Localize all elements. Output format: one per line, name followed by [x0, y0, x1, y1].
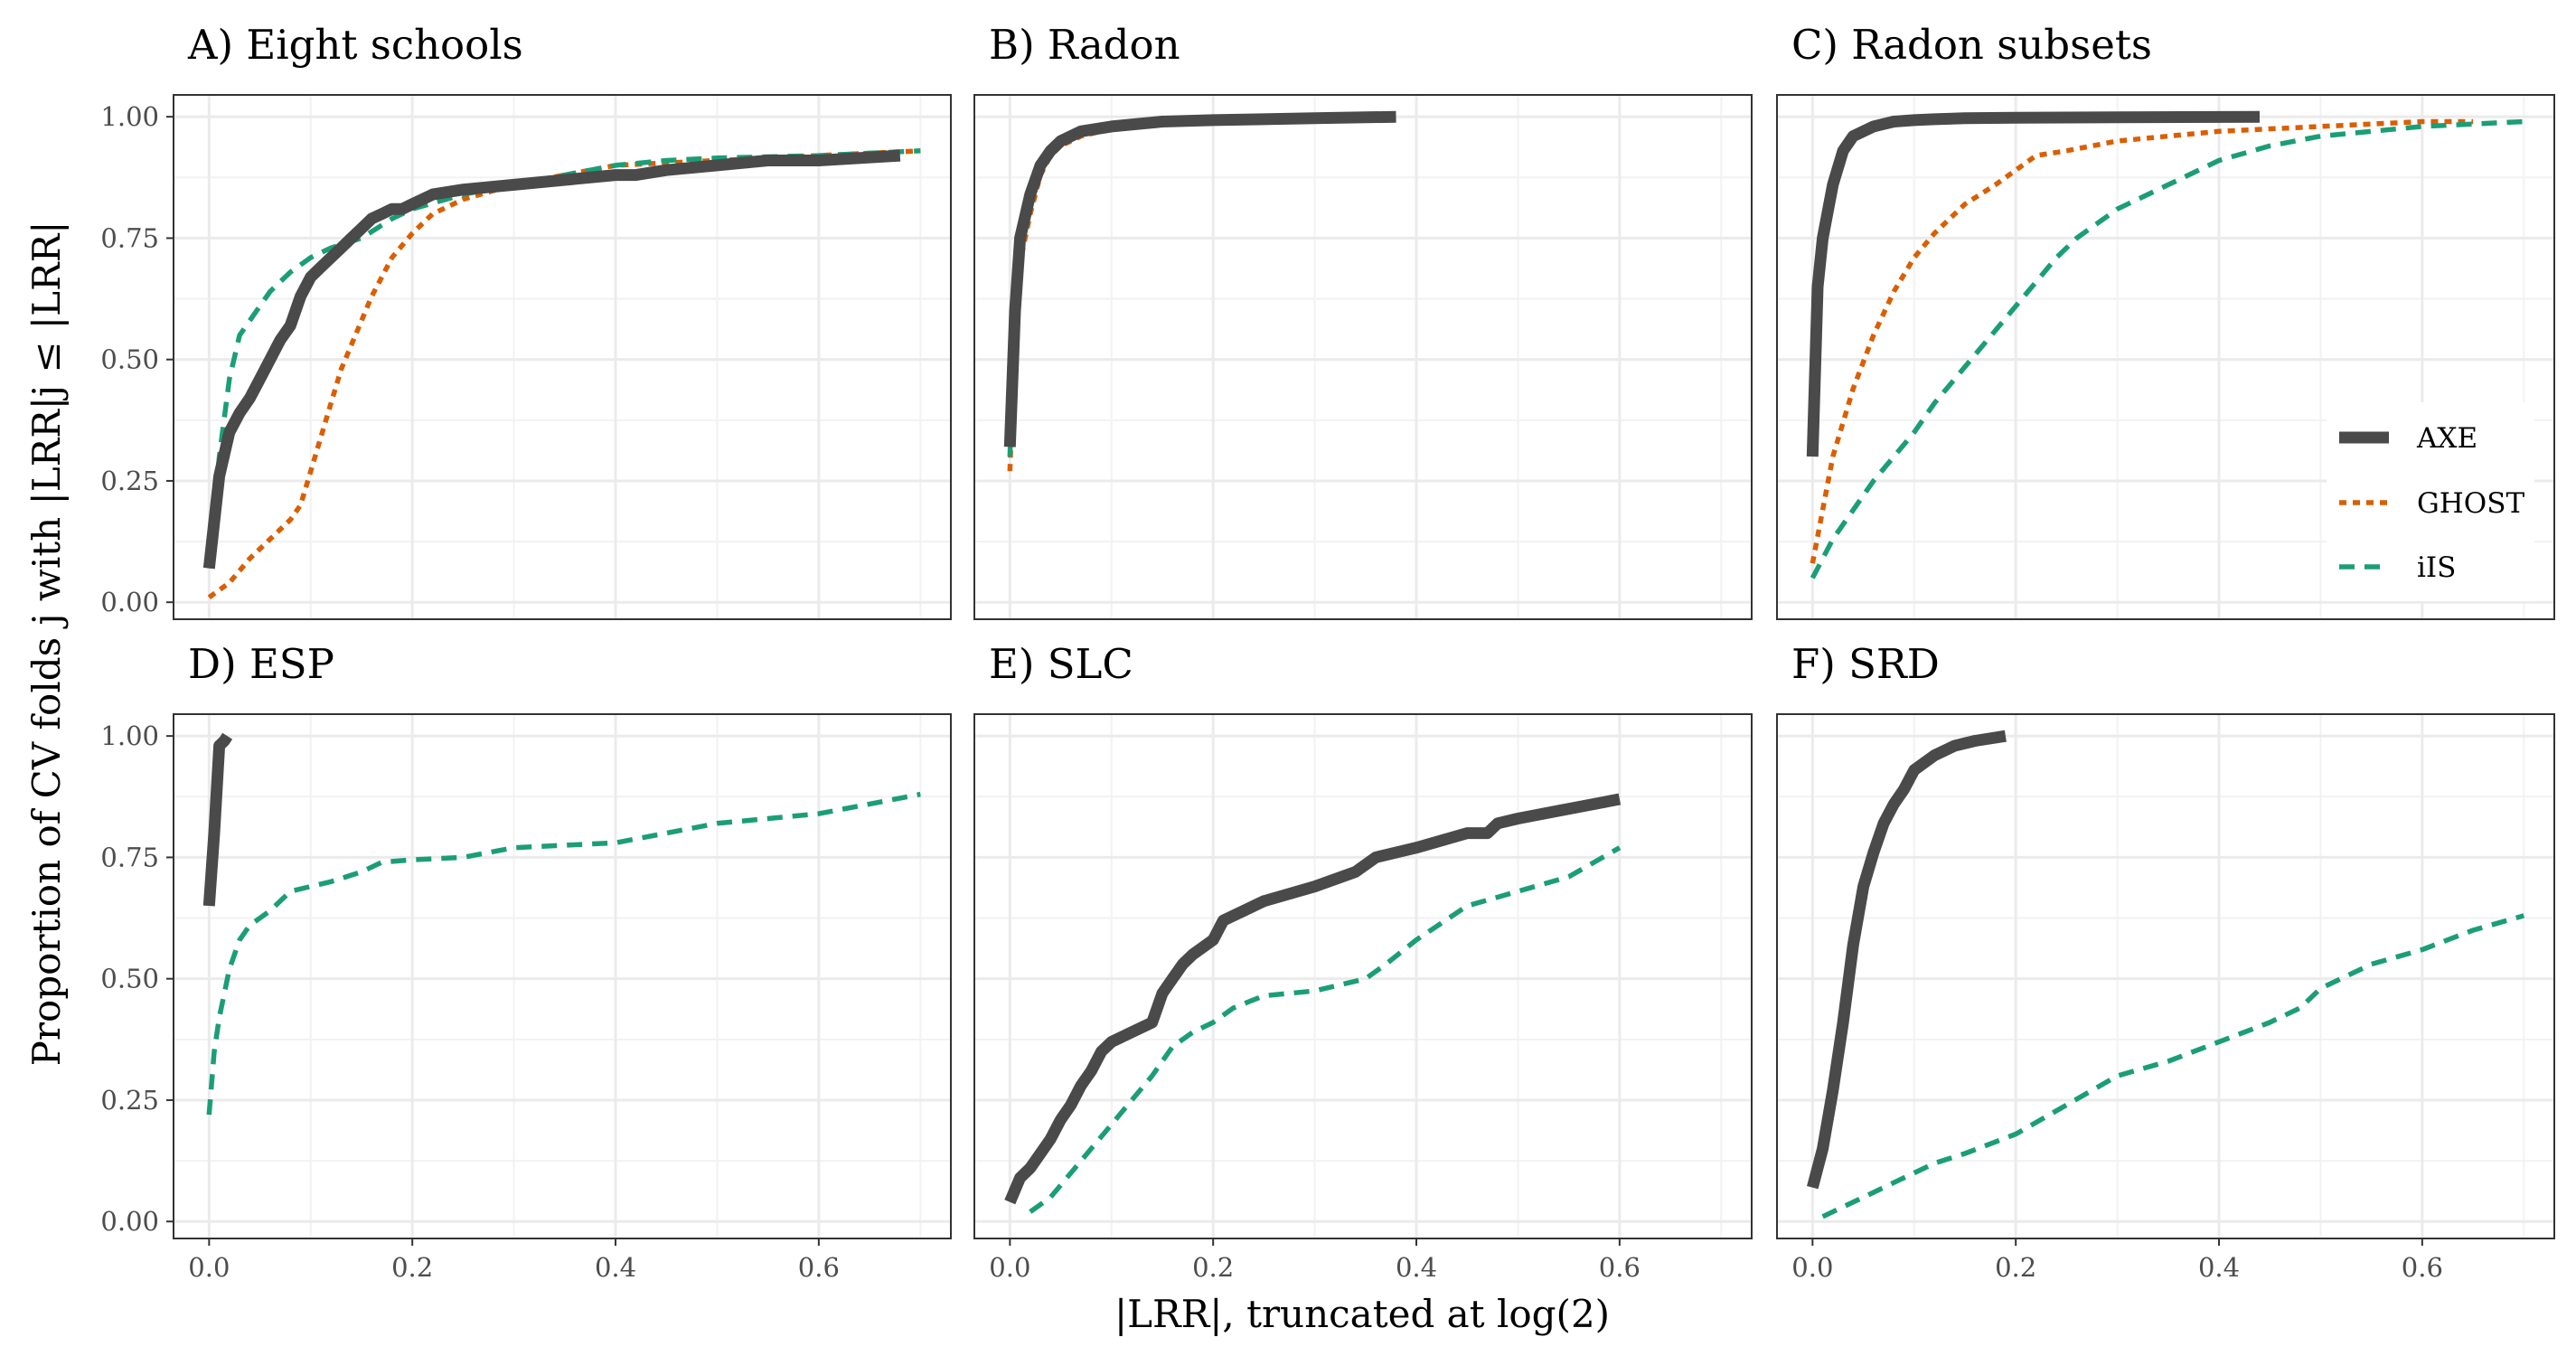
- series-line-iis: [1029, 845, 1622, 1214]
- panel-6: F) SRD 0.0 0.2 0.4 0.6: [1776, 640, 2555, 1283]
- panel-border: [973, 94, 1753, 620]
- panel-border: [1776, 713, 2555, 1239]
- y-tick-label: 0.50: [100, 964, 159, 994]
- x-tick-label: 0.2: [391, 1252, 433, 1283]
- y-tick-label: 0.75: [100, 222, 159, 253]
- legend-label-axe: AXE: [2416, 422, 2477, 455]
- y-tick-label: 0.50: [100, 344, 159, 375]
- panel-border: [173, 713, 952, 1239]
- panel-background: [974, 714, 1752, 1238]
- y-tick-label: 0.00: [100, 587, 159, 617]
- panel-border: [1776, 94, 2555, 620]
- panel-border: [173, 94, 952, 620]
- panel-title: E) SLC: [989, 640, 1133, 688]
- series-line-axe: [202, 732, 233, 907]
- panel-title: B) Radon: [989, 21, 1180, 69]
- y-tick-label: 0.25: [100, 1085, 159, 1116]
- x-tick-label: 0.4: [595, 1252, 636, 1283]
- x-tick-label: 0.0: [188, 1252, 230, 1283]
- panel-background: [1777, 714, 2554, 1238]
- series-line-iis: [1810, 118, 2524, 579]
- series-line-iis: [1821, 913, 2525, 1219]
- series-line-axe: [1003, 110, 1396, 447]
- y-tick-label: 0.25: [100, 466, 159, 496]
- panel-1: A) Eight schools 0.00 0.25 0.50 0.75 1.00: [100, 21, 952, 620]
- y-tick-label: 0.75: [100, 842, 159, 872]
- panel-background: [974, 95, 1752, 619]
- x-tick-label: 0.4: [1396, 1252, 1437, 1283]
- series-line-iis: [206, 148, 921, 569]
- x-tick-label: 0.2: [1192, 1252, 1234, 1283]
- panel-border: [973, 713, 1753, 1239]
- panel-5: E) SLC 0.0 0.2 0.4 0.6: [973, 640, 1753, 1283]
- x-tick-label: 0.0: [1791, 1252, 1833, 1283]
- series-line-axe: [202, 149, 901, 570]
- series-line-axe: [1806, 110, 2261, 457]
- x-tick-label: 0.6: [1599, 1252, 1641, 1283]
- y-axis-title: Proportion of CV folds j with |LRR|j ≤ |…: [24, 221, 69, 1067]
- series-line-axe: [1004, 793, 1622, 1205]
- x-axis-title: |LRR|, truncated at log(2): [1114, 1292, 1610, 1336]
- x-tick-label: 0.6: [2402, 1252, 2443, 1283]
- y-tick-label: 0.00: [100, 1206, 159, 1237]
- panel-title: F) SRD: [1791, 640, 1940, 688]
- x-tick-label: 0.6: [798, 1252, 840, 1283]
- x-tick-label: 0.0: [989, 1252, 1030, 1283]
- y-tick-label: 1.00: [100, 720, 159, 751]
- legend-label-iis: iIS: [2417, 551, 2456, 584]
- panel-title: A) Eight schools: [187, 21, 523, 69]
- legend: AXE GHOST iIS: [2327, 402, 2534, 601]
- panel-4: D) ESP 0.00 0.25 0.50 0.75 1.00 0.0 0.2 0.4 0.6: [100, 640, 952, 1283]
- panel-background: [174, 714, 951, 1238]
- x-tick-label: 0.2: [1995, 1252, 2036, 1283]
- y-tick-label: 1.00: [100, 101, 159, 132]
- series-line-axe: [1807, 730, 2007, 1190]
- legend-label-ghost: GHOST: [2417, 487, 2524, 520]
- panel-2: B) Radon: [973, 21, 1753, 620]
- panel-title: C) Radon subsets: [1791, 21, 2152, 69]
- x-tick-label: 0.4: [2198, 1252, 2240, 1283]
- panel-title: D) ESP: [188, 640, 334, 688]
